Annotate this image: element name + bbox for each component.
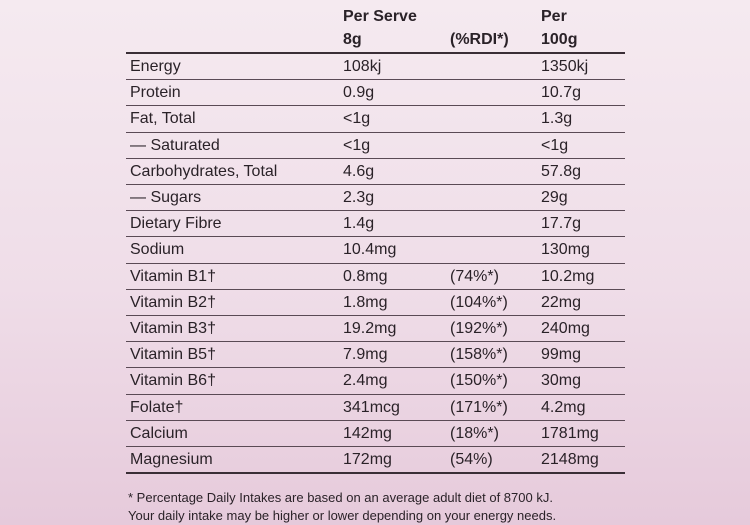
nutrient-name: Calcium [130, 424, 188, 442]
nutrient-value: 240mg [541, 320, 590, 337]
row-rule [126, 210, 625, 212]
nutrient-name: Protein [130, 84, 181, 102]
nutrient-value: 4.6g [343, 162, 375, 180]
nutrient-value: 2.4mg [343, 372, 388, 390]
header-rule [126, 52, 625, 54]
column-header: Per Serve [343, 8, 417, 25]
nutrient-value: <1g [343, 136, 371, 154]
nutrient-value: (192%*) [450, 320, 508, 337]
row-rule [126, 131, 625, 133]
column-header: Per [541, 8, 567, 25]
nutrient-value: 1350kj [541, 58, 589, 75]
nutrient-value: 1.8mg [343, 293, 388, 311]
nutrient-value: 29g [541, 189, 568, 206]
row-rule [126, 288, 625, 290]
column-header: 100g [541, 31, 578, 48]
nutrient-name: Folate† [130, 398, 184, 416]
footnote: * Percentage Daily Intakes are based on … [128, 490, 553, 505]
nutrient-value: 1.4g [343, 215, 375, 233]
nutrient-name: Sodium [130, 241, 185, 259]
row-rule [126, 105, 625, 107]
row-rule [126, 79, 625, 81]
nutrient-name: Vitamin B3† [130, 320, 216, 337]
nutrient-value: 341mcg [343, 398, 400, 416]
row-rule [126, 157, 625, 159]
nutrient-value: 99mg [541, 346, 582, 364]
column-header: (%RDI*) [450, 31, 509, 48]
nutrient-value: (104%*) [450, 293, 508, 311]
row-rule [126, 236, 625, 238]
nutrient-name: Magnesium [130, 451, 213, 468]
column-header: 8g [343, 31, 362, 48]
nutrient-value: 7.9mg [343, 346, 388, 364]
row-rule [126, 341, 625, 343]
nutrient-value: (18%*) [450, 424, 499, 442]
row-rule [126, 262, 625, 264]
nutrient-value: (158%*) [450, 346, 508, 364]
nutrient-name: — Saturated [130, 136, 220, 154]
nutrient-value: 10.2mg [541, 267, 595, 285]
nutrient-name: Vitamin B1† [130, 267, 216, 285]
nutrient-value: 2.3g [343, 189, 375, 206]
nutrient-name: — Sugars [130, 189, 202, 206]
nutrient-value: 10.4mg [343, 241, 397, 259]
nutrient-value: 19.2mg [343, 320, 397, 337]
nutrient-value: (54%) [450, 451, 493, 468]
nutrient-value: (150%*) [450, 372, 508, 390]
nutrient-value: 1781mg [541, 424, 599, 442]
row-rule [126, 446, 625, 447]
row-rule [126, 419, 625, 421]
nutrient-value: 30mg [541, 372, 582, 390]
nutrient-name: Vitamin B5† [130, 346, 216, 364]
nutrient-value: 17.7g [541, 215, 582, 233]
nutrient-value: 172mg [343, 451, 392, 468]
nutrient-value: 0.8mg [343, 267, 388, 285]
nutrient-value: 10.7g [541, 84, 582, 102]
nutrient-value: 1.3g [541, 110, 573, 128]
nutrient-name: Vitamin B2† [130, 293, 216, 311]
row-rule [126, 367, 625, 369]
nutrient-value: 22mg [541, 293, 582, 311]
nutrient-value: 4.2mg [541, 398, 586, 416]
nutrient-name: Energy [130, 58, 181, 75]
footnote: Your daily intake may be higher or lower… [128, 508, 557, 523]
nutrient-value: <1g [343, 110, 371, 128]
row-rule [126, 184, 625, 185]
nutrient-value: (171%*) [450, 398, 508, 416]
nutrient-value: 142mg [343, 424, 392, 442]
nutrient-value: 0.9g [343, 84, 375, 102]
nutrient-value: 108kj [343, 58, 382, 75]
nutrient-value: <1g [541, 136, 569, 154]
row-rule [126, 472, 625, 475]
row-rule [126, 315, 625, 316]
nutrient-name: Carbohydrates, Total [130, 162, 278, 180]
nutrient-name: Vitamin B6† [130, 372, 216, 390]
nutrient-name: Fat, Total [130, 110, 196, 128]
nutrient-value: 2148mg [541, 451, 599, 468]
nutrient-value: 57.8g [541, 162, 582, 180]
nutrient-value: 130mg [541, 241, 590, 259]
nutrient-name: Dietary Fibre [130, 215, 222, 233]
nutrient-value: (74%*) [450, 267, 499, 285]
row-rule [126, 393, 625, 395]
